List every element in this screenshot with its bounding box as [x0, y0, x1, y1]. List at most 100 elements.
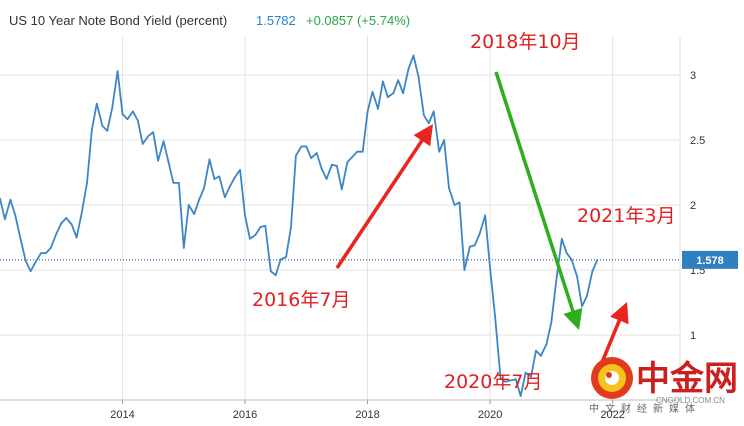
series-point	[136, 119, 139, 122]
series-point	[489, 267, 491, 270]
price-tag-box	[682, 250, 738, 269]
series-point	[576, 275, 578, 278]
series-point	[152, 131, 155, 134]
series-point	[463, 269, 466, 271]
series-point	[325, 178, 328, 180]
series-point	[469, 245, 471, 248]
series-point	[249, 237, 251, 240]
series-point	[167, 161, 170, 164]
x-tick-label: 2014	[110, 409, 134, 421]
series-point	[65, 217, 68, 219]
series-point	[448, 187, 450, 190]
series-point	[361, 150, 364, 153]
watermark-subtitle: 中文财经新媒体	[589, 402, 701, 415]
series-point	[351, 156, 354, 158]
series-point	[4, 218, 6, 221]
series-point	[290, 226, 292, 229]
x-tick-label: 2020	[478, 409, 502, 421]
series-point	[233, 176, 236, 179]
series-point	[29, 270, 32, 273]
series-point	[239, 169, 242, 171]
series-point	[565, 252, 568, 255]
series-point	[524, 371, 527, 374]
series-point	[504, 380, 507, 383]
series-point	[269, 270, 272, 273]
series-point	[305, 145, 308, 148]
series-point	[70, 223, 73, 226]
series-point	[427, 122, 430, 124]
series-point	[382, 80, 384, 83]
series-point	[484, 214, 487, 217]
series-point	[555, 279, 558, 282]
series-point	[198, 198, 201, 201]
series-point	[366, 110, 369, 113]
series-point	[443, 139, 445, 141]
annotation-peak: 2018年10月	[470, 31, 581, 53]
series-point	[101, 124, 104, 127]
series-line	[0, 54, 599, 397]
series-point	[340, 188, 343, 191]
series-point	[377, 107, 379, 110]
series-point	[55, 232, 58, 235]
series-point	[274, 274, 277, 277]
x-tick-label: 2018	[355, 409, 379, 421]
series-point	[407, 67, 410, 70]
series-point	[24, 260, 27, 262]
series-point	[494, 314, 496, 317]
series-point	[187, 204, 190, 206]
series-point	[178, 182, 180, 184]
series-point	[356, 150, 359, 153]
up-arrow-2016-icon	[335, 124, 433, 269]
series-point	[80, 213, 83, 216]
y-tick-label: 2	[690, 200, 696, 212]
series-point	[228, 185, 231, 188]
series-point	[147, 135, 150, 138]
series-point	[540, 354, 542, 357]
x-tick-label: 2016	[233, 409, 257, 421]
watermark: 中金网 CNGOLD.COM.CN 中文财经新媒体	[589, 357, 738, 415]
series-point	[458, 201, 461, 204]
watermark-logo-icon	[591, 357, 633, 399]
series-point	[331, 163, 333, 166]
series-point	[432, 110, 435, 113]
series-point	[86, 182, 88, 184]
series-point	[560, 237, 563, 240]
annotation-low-2016: 2016年7月	[252, 289, 350, 311]
series-point	[223, 196, 226, 199]
series-point	[157, 159, 160, 162]
series-point	[218, 175, 221, 178]
y-tick-label: 1	[690, 330, 696, 342]
series-point	[453, 204, 456, 206]
series-point	[14, 214, 17, 217]
chart-header: US 10 Year Note Bond Yield (percent) 1.5…	[9, 13, 410, 28]
series-point	[213, 178, 216, 180]
series-point	[45, 252, 47, 255]
series-point	[132, 110, 134, 113]
series-point	[478, 232, 481, 235]
annotation-recent: 2021年3月	[577, 205, 675, 227]
watermark-url: CNGOLD.COM.CN	[656, 396, 725, 405]
series-point	[116, 70, 119, 72]
series-point	[336, 165, 338, 167]
series-point	[259, 226, 262, 229]
series-point	[126, 118, 129, 121]
series-point	[141, 143, 144, 145]
price-tag-label: 1.578	[696, 255, 724, 267]
series-point	[0, 197, 1, 200]
series-point	[172, 182, 175, 184]
last-value: 1.5782	[256, 13, 296, 28]
series-point	[203, 187, 205, 190]
series-point	[371, 91, 374, 93]
series-point	[182, 247, 185, 249]
series-point	[111, 107, 113, 110]
series-point	[121, 113, 124, 115]
series-point	[315, 152, 318, 154]
series-point	[412, 54, 415, 57]
y-tick-label: 2.5	[690, 135, 705, 147]
series-point	[19, 236, 22, 239]
series-point	[300, 145, 303, 148]
series-point	[162, 140, 165, 143]
series-point	[499, 377, 502, 379]
